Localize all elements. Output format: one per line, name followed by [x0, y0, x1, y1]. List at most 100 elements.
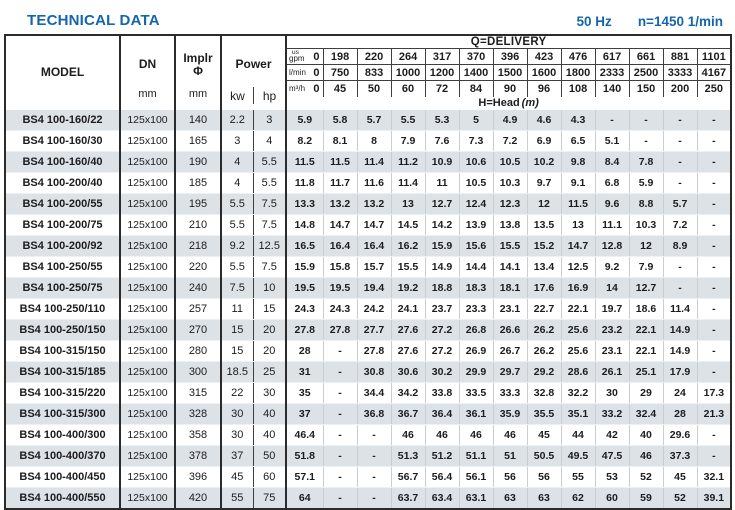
head-value-cell: 21.3 [697, 403, 732, 425]
head-value-cell: 13.9 [459, 214, 494, 236]
head-value-cell: 12 [527, 193, 562, 215]
power-kw-cell: 5.5 [221, 256, 254, 278]
head-value-cell: 45 [527, 424, 562, 446]
head-value-cell: 22.1 [629, 319, 664, 341]
head-value-cell: - [323, 361, 358, 383]
head-value-cell: 22.1 [561, 298, 596, 320]
head-value-cell: - [357, 487, 392, 509]
delivery-header: Q=DELIVERY [286, 35, 732, 49]
impeller-cell: 210 [175, 214, 222, 236]
head-value-cell: 10.5 [493, 151, 528, 173]
table-row: BS4 100-200/55 125x100 195 5.5 7.5 13.3 13.2 13… [5, 193, 732, 215]
head-value-cell: - [323, 487, 358, 509]
head-value-cell: 10.5 [459, 172, 494, 194]
head-value-cell: - [697, 340, 732, 362]
impeller-cell: 300 [175, 361, 222, 383]
dn-cell: 125x100 [120, 487, 176, 509]
head-value-cell: 11.1 [595, 214, 630, 236]
power-kw-cell: 11 [221, 298, 254, 320]
head-value-cell: 26.2 [527, 340, 562, 362]
flow-value-cell: 140 [594, 80, 630, 97]
head-value-cell: 15.2 [527, 235, 562, 257]
model-cell: BS4 100-160/40 [5, 151, 121, 173]
table-row: BS4 100-315/300 125x100 328 30 40 37-36.8 36.7… [5, 403, 732, 425]
flow-value-cell: 2500 [628, 64, 664, 81]
power-hp-cell: 40 [253, 403, 288, 425]
dn-cell: 125x100 [120, 277, 176, 299]
head-value-cell: 15.5 [391, 256, 426, 278]
power-hp-cell: 7.5 [253, 193, 288, 215]
head-value-cell: 59 [629, 487, 664, 509]
flow-value-cell: 150 [628, 80, 664, 97]
table-row: BS4 100-315/150 125x100 280 15 20 28-27.8 27.6… [5, 340, 732, 362]
head-value-cell: - [697, 172, 732, 194]
head-value-cell: - [595, 109, 630, 131]
head-value-cell: 36.4 [425, 403, 460, 425]
head-value-cell: 35.9 [493, 403, 528, 425]
power-kw-cell: 18.5 [221, 361, 254, 383]
power-column-header: Power kw hp [221, 35, 288, 110]
head-value-cell: 30 [595, 382, 630, 404]
head-value-cell: 11.7 [323, 172, 358, 194]
flow-value-cell: 617 [594, 48, 630, 65]
head-value-cell: 36.1 [459, 403, 494, 425]
head-value-cell: 29.7 [493, 361, 528, 383]
page-title: TECHNICAL DATA [27, 12, 160, 29]
head-value-cell: 24.2 [357, 298, 392, 320]
dn-label: DN [138, 57, 157, 72]
head-value-cell: 16.4 [357, 235, 392, 257]
head-value-cell: - [663, 256, 698, 278]
power-kw-cell: 30 [221, 403, 254, 425]
head-value-cell: - [663, 151, 698, 173]
dn-cell: 125x100 [120, 235, 176, 257]
power-kw-cell: 9.2 [221, 235, 254, 257]
flow-zero-value: 0 [313, 82, 320, 95]
head-value-cell: 27.8 [357, 340, 392, 362]
head-value-cell: - [697, 319, 732, 341]
flow-unit-cell: l/min 0 [285, 64, 324, 81]
head-value-cell: 23.1 [595, 340, 630, 362]
head-value-cell: - [697, 361, 732, 383]
flow-value-cell: 1800 [560, 64, 596, 81]
power-kw-cell: 5.5 [221, 214, 254, 236]
head-value-cell: 7.2 [493, 130, 528, 152]
table-row: BS4 100-400/300 125x100 358 30 40 46.4- -46 46 4… [5, 424, 732, 446]
flow-value-cell: 198 [322, 48, 358, 65]
table-row: BS4 100-250/55 125x100 220 5.5 7.5 15.9 15.8 15… [5, 256, 732, 278]
head-value-cell: - [697, 151, 732, 173]
head-row-header: H=Head (m) [286, 96, 732, 110]
head-value-cell: 27.8 [323, 319, 358, 341]
head-value-cell: 11.6 [357, 172, 392, 194]
flow-value-cell: 1600 [526, 64, 562, 81]
head-value-cell: 34.2 [391, 382, 426, 404]
dn-cell: 125x100 [120, 214, 176, 236]
head-value-cell: 28 [663, 403, 698, 425]
power-hp-cell: 3 [253, 109, 288, 131]
model-cell: BS4 100-200/40 [5, 172, 121, 194]
head-value-cell: - [697, 298, 732, 320]
head-value-cell: 29 [629, 382, 664, 404]
head-value-cell: 11.4 [357, 151, 392, 173]
power-kw-cell: 15 [221, 340, 254, 362]
head-value-cell: 9.6 [595, 193, 630, 215]
power-kw-cell: 30 [221, 424, 254, 446]
impeller-cell: 315 [175, 382, 222, 404]
table-row: BS4 100-250/150 125x100 270 15 20 27.8 27.8 27.… [5, 319, 732, 341]
head-value-cell: 24.3 [323, 298, 358, 320]
head-value-cell: 28.6 [561, 361, 596, 383]
head-value-cell: 26.9 [459, 340, 494, 362]
head-value-cell: 36.8 [357, 403, 392, 425]
power-hp-cell: 4 [253, 130, 288, 152]
head-value-cell: - [357, 445, 392, 467]
head-value-cell: 27.8 [286, 319, 324, 341]
head-value-cell: 7.3 [459, 130, 494, 152]
power-hp-cell: 10 [253, 277, 288, 299]
power-hp-cell: 60 [253, 466, 288, 488]
head-value-cell: 4.6 [527, 109, 562, 131]
table-row: BS4 100-315/185 125x100 300 18.5 25 31-30.8 30… [5, 361, 732, 383]
flow-value-cell: 1101 [696, 48, 732, 65]
flow-value-cell: 1400 [458, 64, 494, 81]
head-value-cell: 12.4 [459, 193, 494, 215]
head-value-cell: 15.8 [323, 256, 358, 278]
flow-value-cell: 220 [356, 48, 392, 65]
